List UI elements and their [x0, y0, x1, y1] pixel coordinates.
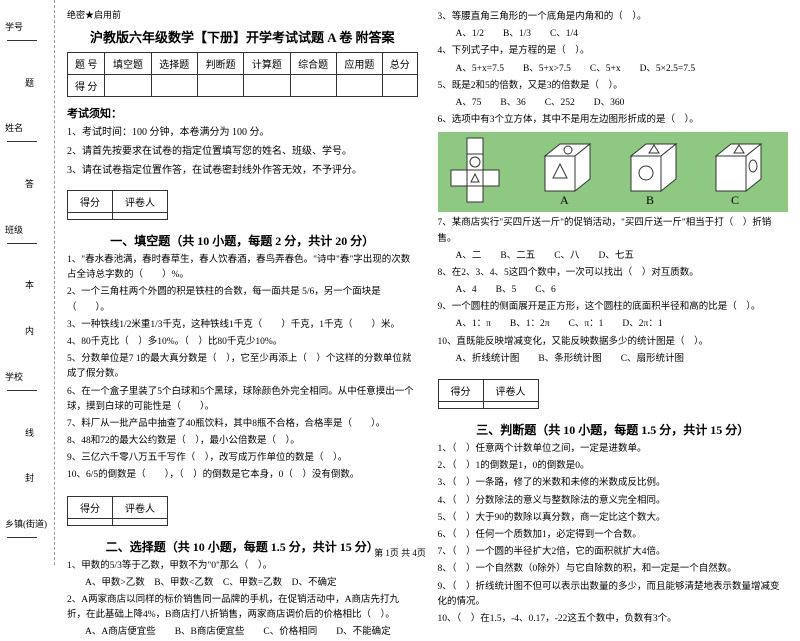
question: 1、"春水春池满，春时春草生，春人饮春酒，春鸟弄春色。"诗中"春"字出现的次数占…: [67, 253, 418, 283]
exam-note: 3、请在试卷指定位置作答，在试卷密封线外作答无效，不予评分。: [67, 163, 418, 178]
question: 1、（ ）任意两个计数单位之间，一定是进数单。: [438, 442, 789, 457]
confidential-label: 绝密★启用前: [67, 8, 418, 21]
question: 10、6/5的倒数是（ ），（ ）的倒数是它本身，0（ ）没有倒数。: [67, 468, 418, 483]
question: 8、在2、3、4、5这四个数中，一次可以找出（ ）对互质数。: [438, 266, 789, 281]
label-class: 班级: [5, 223, 54, 246]
label-student-id: 学号: [5, 20, 54, 43]
question: 3、等腰直角三角形的一个底角是内角和的（ ）。: [438, 10, 789, 25]
question: 2、A两家商店以同样的标价销售同一品牌的手机，在促销活动中，A商店先打九折，在此…: [67, 593, 418, 623]
question: 4、80千克比（ ）多10%。（ ）比80千克少10%。: [67, 335, 418, 350]
question: 9、一个圆柱的侧面展开是正方形，这个圆柱的底面积半径和高的比是（ ）。: [438, 300, 789, 315]
options: A、4 B、5 C、6: [456, 283, 789, 298]
table-cell: [244, 75, 290, 97]
grader-label: 评卷人: [113, 191, 168, 213]
svg-text:A: A: [560, 193, 569, 207]
score-label: 得分: [68, 496, 113, 518]
table-cell: [383, 75, 417, 97]
mini-score-box: 得分 评卷人: [67, 490, 418, 532]
question: 2、（ ）1的倒数是1，0的倒数是0。: [438, 459, 789, 474]
options: A、A商店便宜些 B、B商店便宜些 C、价格相同 D、不能确定: [85, 625, 418, 640]
right-column: 3、等腰直角三角形的一个底角是内角和的（ ）。 A、1/2 B、1/3 C、1/…: [438, 8, 789, 557]
question: 7、某商店实行"买四斤送一斤"的促销活动，"买四斤送一斤"相当于打（ ）折销售。: [438, 216, 789, 246]
question: 4、（ ）分数除法的意义与整数除法的意义完全相同。: [438, 494, 789, 509]
options: A、5+x=7.5 B、5+x>7.5 C、5+x D、5×2.5=7.5: [456, 62, 789, 77]
table-cell: [336, 75, 382, 97]
question: 10、（ ）在1.5，-4、0.17，-22这五个数中，负数有3个。: [438, 612, 789, 627]
question: 7、（ ）一个圆的半径扩大2倍，它的面积就扩大4倍。: [438, 545, 789, 560]
question: 7、料厂从一批产品中抽查了40瓶饮料，其中8瓶不合格，合格率是（ ）。: [67, 417, 418, 432]
left-column: 绝密★启用前 沪教版六年级数学【下册】开学考试试题 A 卷 附答案 题 号 填空…: [67, 8, 418, 557]
table-cell: [197, 75, 243, 97]
options: A、折线统计图 B、条形统计图 C、扇形统计图: [456, 352, 789, 367]
question: 5、（ ）大于90的数除以真分数，商一定比这个数大。: [438, 511, 789, 526]
table-cell: 得 分: [68, 75, 105, 97]
svg-text:B: B: [646, 193, 654, 207]
mini-score-box: 得分 评卷人: [438, 373, 789, 415]
mini-score-box: 得分 评卷人: [67, 184, 418, 226]
cube-c: C: [706, 136, 776, 208]
question: 4、下列式子中，是方程的是（ ）。: [438, 44, 789, 59]
exam-title: 沪教版六年级数学【下册】开学考试试题 A 卷 附答案: [67, 27, 418, 46]
grader-label: 评卷人: [483, 380, 538, 402]
question: 1、甲数的5/3等于乙数，甲数不为"0"那么（ ）。: [67, 559, 418, 574]
exam-note: 2、请首先按要求在试卷的指定位置填写您的姓名、班级、学号。: [67, 144, 418, 159]
table-header: 填空题: [105, 53, 151, 75]
exam-note: 1、考试时间：100 分钟，本卷满分为 100 分。: [67, 125, 418, 140]
cube-net: [449, 136, 519, 208]
cube-a: A: [535, 136, 605, 208]
question: 6、在一个盒子里装了5个白球和5个黑球，球除颜色外完全相同。从中任意摸出一个球，…: [67, 385, 418, 415]
question: 5、既是2和5的倍数，又是3的倍数是（ ）。: [438, 79, 789, 94]
table-header: 总分: [383, 53, 417, 75]
side-label: 封: [5, 471, 54, 484]
question: 2、一个三角柱两个外圆的积是铁柱的合数，每一面共是 5/6，另一个面块是（ ）。: [67, 285, 418, 315]
score-label: 得分: [68, 191, 113, 213]
table-header: 应用题: [336, 53, 382, 75]
cube-b: B: [621, 136, 691, 208]
score-table: 题 号 填空题 选择题 判断题 计算题 综合题 应用题 总分 得 分: [67, 52, 418, 97]
side-label: 线: [5, 426, 54, 439]
section3-title: 三、判断题（共 10 小题，每题 1.5 分，共计 15 分）: [438, 421, 789, 438]
options: A、75 B、36 C、252 D、360: [456, 96, 789, 111]
question: 10、直既能反映增减变化，又能反映数据多少的统计图是（ ）。: [438, 335, 789, 350]
options: A、1：π B、1：2π C、π：1 D、2π：1: [456, 317, 789, 332]
table-header: 计算题: [244, 53, 290, 75]
question: 9、（ ）折线统计图不但可以表示出数量的多少，而且能够清楚地表示数量增减变化的情…: [438, 580, 789, 610]
table-cell: [105, 75, 151, 97]
side-label: 题: [5, 76, 54, 89]
side-label: 内: [5, 324, 54, 337]
table-header: 选择题: [151, 53, 197, 75]
options: A、1/2 B、1/3 C、1/4: [456, 27, 789, 42]
side-label: 答: [5, 177, 54, 190]
label-name: 姓名: [5, 121, 54, 144]
exam-notes-label: 考试须知：: [67, 105, 418, 121]
section1-title: 一、填空题（共 10 小题，每题 2 分，共计 20 分）: [67, 232, 418, 249]
table-cell: [151, 75, 197, 97]
grader-label: 评卷人: [113, 496, 168, 518]
question: 9、三亿六千零八万五千写作（ ），改写成万作单位的数是（ ）。: [67, 451, 418, 466]
options: A、二 B、二五 C、八 D、七五: [456, 249, 789, 264]
section2-title: 二、选择题（共 10 小题，每题 1.5 分，共计 15 分）: [67, 538, 418, 555]
score-label: 得分: [438, 380, 483, 402]
label-school: 学校: [5, 370, 54, 393]
binding-margin: 学号 题 姓名 答 班级 本 内 学校 线 封 乡镇(街道): [0, 0, 55, 565]
question: 3、（ ）一条路，修了的米数和未修的米数成反比例。: [438, 476, 789, 491]
side-label: 本: [5, 278, 54, 291]
table-header: 综合题: [290, 53, 336, 75]
table-header: 判断题: [197, 53, 243, 75]
question: 5、分数单位是7 1的最大真分数是（ ），它至少再添上（ ）个这样的分数单位就成…: [67, 352, 418, 382]
options: A、甲数>乙数 B、甲数<乙数 C、甲数=乙数 D、不确定: [85, 576, 418, 591]
table-cell: [290, 75, 336, 97]
question: 6、选项中有3个立方体，其中不是用左边图形折成的是（ ）。: [438, 113, 789, 128]
svg-text:C: C: [731, 193, 739, 207]
question: 8、48和72的最大公约数是（ ），最小公倍数是（ ）。: [67, 434, 418, 449]
question: 6、（ ）任何一个质数加1，必定得到一个合数。: [438, 528, 789, 543]
question: 3、一种铁线1/2米重1/3千克，这种铁线1千克（ ）千克，1千克（ ）米。: [67, 318, 418, 333]
label-town: 乡镇(街道): [5, 517, 54, 540]
main-content: 绝密★启用前 沪教版六年级数学【下册】开学考试试题 A 卷 附答案 题 号 填空…: [55, 0, 800, 565]
cube-diagram: A B C: [438, 132, 789, 212]
table-header: 题 号: [68, 53, 105, 75]
page-footer: 第 1页 共 4页: [374, 546, 426, 559]
